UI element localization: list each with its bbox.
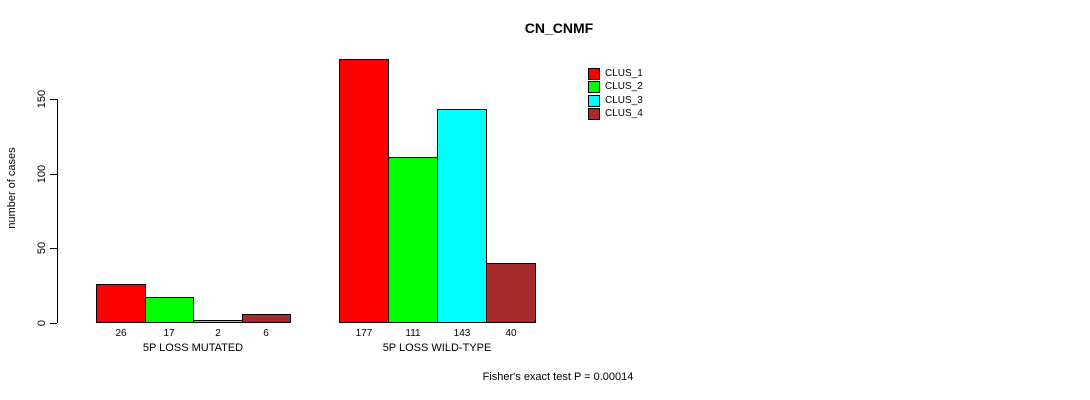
y-tick-label: 150 xyxy=(36,89,48,109)
bar-clus_4-2 xyxy=(486,263,536,323)
y-tick xyxy=(50,174,57,175)
bar-clus_2-2 xyxy=(388,157,438,323)
bar-clus_3-1 xyxy=(193,320,243,323)
bar-clus_4-1 xyxy=(242,314,291,323)
y-tick xyxy=(50,248,57,249)
y-tick-label: 0 xyxy=(36,319,48,327)
category-label: 5P LOSS WILD-TYPE xyxy=(382,342,492,354)
chart-title: CN_CNMF xyxy=(524,20,594,36)
y-axis-label: number of cases xyxy=(6,147,18,229)
y-tick-label: 100 xyxy=(36,164,48,184)
bar-value-label: 143 xyxy=(453,328,471,339)
legend-label: CLUS_2 xyxy=(605,81,643,92)
legend-swatch-icon xyxy=(588,108,600,120)
y-tick xyxy=(50,323,57,324)
y-tick xyxy=(50,99,57,100)
bar-value-label: 26 xyxy=(115,328,127,339)
y-axis-line xyxy=(57,99,58,323)
bar-value-label: 40 xyxy=(505,328,517,339)
bar-value-label: 2 xyxy=(215,328,221,339)
bar-value-label: 17 xyxy=(163,328,175,339)
legend-label: CLUS_1 xyxy=(605,68,643,79)
legend-label: CLUS_3 xyxy=(605,95,643,106)
bar-value-label: 111 xyxy=(405,328,421,339)
bar-value-label: 177 xyxy=(355,328,373,339)
category-label: 5P LOSS MUTATED xyxy=(142,342,244,354)
bar-clus_1-1 xyxy=(96,284,146,323)
legend-label: CLUS_4 xyxy=(605,108,643,119)
bar-clus_1-2 xyxy=(339,59,389,323)
legend-swatch-icon xyxy=(588,81,600,93)
legend-swatch-icon xyxy=(588,95,600,107)
fisher-test-annotation: Fisher's exact test P = 0.00014 xyxy=(482,371,634,383)
bar-clus_3-2 xyxy=(437,109,487,323)
bar-value-label: 6 xyxy=(263,328,269,339)
legend-swatch-icon xyxy=(588,68,600,80)
bar-clus_2-1 xyxy=(145,297,194,323)
y-tick-label: 50 xyxy=(36,241,48,255)
